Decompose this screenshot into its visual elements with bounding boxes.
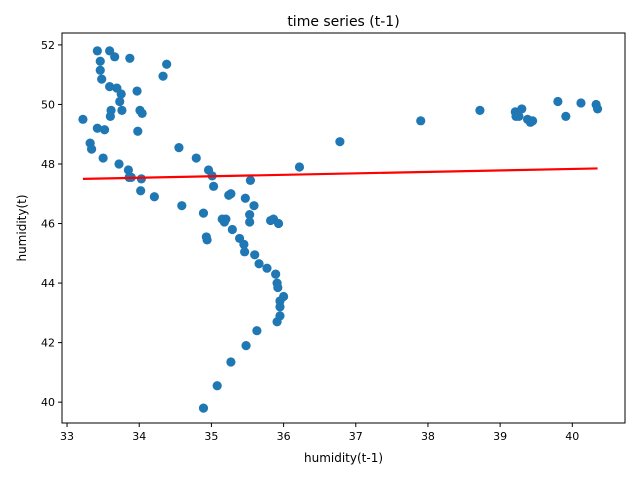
- data-point: [95, 65, 105, 75]
- data-point: [137, 108, 147, 118]
- data-point: [294, 162, 305, 172]
- data-point: [125, 53, 135, 63]
- data-point: [249, 201, 259, 211]
- data-point: [273, 218, 284, 229]
- data-point: [226, 357, 236, 367]
- x-tick-label: 36: [277, 430, 291, 443]
- plot-frame: [61, 32, 626, 424]
- x-tick-label: 34: [132, 430, 146, 443]
- y-axis-label: humidity(t): [15, 194, 29, 261]
- data-point: [105, 81, 115, 92]
- data-point: [162, 59, 172, 69]
- data-point: [136, 174, 146, 184]
- data-point: [252, 326, 262, 336]
- x-axis: 33 34 35 36 37 38 39 40: [60, 423, 579, 443]
- chart-title: time series (t-1): [287, 14, 399, 30]
- data-point: [475, 105, 485, 116]
- data-point: [254, 259, 264, 269]
- data-point: [553, 96, 563, 107]
- data-point: [158, 71, 168, 81]
- y-tick-label: 40: [41, 396, 55, 409]
- data-point: [177, 201, 187, 211]
- data-point: [239, 239, 249, 249]
- fit-line: [82, 167, 598, 180]
- data-point: [92, 123, 102, 133]
- data-point: [123, 165, 134, 175]
- x-tick-label: 39: [493, 430, 507, 443]
- y-tick-label: 42: [41, 337, 55, 350]
- x-tick-label: 33: [60, 430, 74, 443]
- data-point: [98, 153, 108, 163]
- y-tick-label: 50: [41, 98, 55, 111]
- data-point: [245, 210, 255, 220]
- data-point: [262, 263, 272, 273]
- data-point: [86, 144, 97, 154]
- data-point: [219, 217, 230, 227]
- data-point: [202, 235, 212, 245]
- data-point: [191, 153, 201, 163]
- data-point: [97, 74, 107, 84]
- y-tick-label: 48: [41, 158, 55, 171]
- x-tick-label: 35: [204, 430, 218, 443]
- plot-marks: [78, 46, 603, 413]
- data-point: [105, 111, 115, 121]
- data-point: [517, 104, 527, 114]
- data-point: [227, 224, 237, 235]
- data-point: [561, 111, 571, 121]
- data-point: [92, 46, 102, 56]
- data-point: [416, 116, 426, 126]
- data-point: [576, 98, 586, 108]
- data-point: [116, 89, 126, 99]
- data-point: [136, 186, 146, 196]
- data-point: [115, 96, 125, 107]
- data-point: [95, 56, 105, 66]
- y-axis: 40 42 44 46 48 50 52: [41, 39, 62, 409]
- data-point: [335, 137, 345, 147]
- data-point: [250, 250, 260, 260]
- data-point: [241, 340, 251, 351]
- data-point: [114, 159, 124, 169]
- data-point: [528, 116, 538, 126]
- data-point: [212, 381, 222, 391]
- data-point: [240, 193, 250, 203]
- data-point: [224, 190, 234, 200]
- data-point: [275, 302, 285, 312]
- data-point: [271, 269, 281, 279]
- data-point: [265, 215, 276, 226]
- data-point: [133, 126, 143, 136]
- y-tick-label: 46: [41, 218, 55, 231]
- x-axis-label: humidity(t-1): [304, 451, 383, 465]
- data-point: [174, 143, 184, 153]
- data-point: [272, 317, 282, 327]
- data-point: [149, 192, 159, 202]
- data-point: [198, 208, 209, 218]
- data-point: [99, 125, 110, 135]
- data-point: [117, 105, 127, 116]
- data-point: [198, 403, 209, 413]
- data-point: [132, 86, 142, 96]
- x-tick-label: 38: [421, 430, 435, 443]
- data-point: [514, 111, 524, 121]
- data-point: [592, 104, 603, 114]
- data-point: [208, 181, 219, 191]
- data-point: [273, 282, 283, 293]
- data-point: [245, 175, 255, 185]
- y-tick-label: 44: [41, 277, 55, 290]
- data-point: [78, 114, 88, 124]
- data-point: [110, 52, 120, 62]
- x-tick-label: 37: [349, 430, 363, 443]
- y-tick-label: 52: [41, 39, 55, 52]
- data-point: [245, 217, 255, 227]
- x-tick-label: 40: [565, 430, 579, 443]
- data-point: [240, 247, 250, 257]
